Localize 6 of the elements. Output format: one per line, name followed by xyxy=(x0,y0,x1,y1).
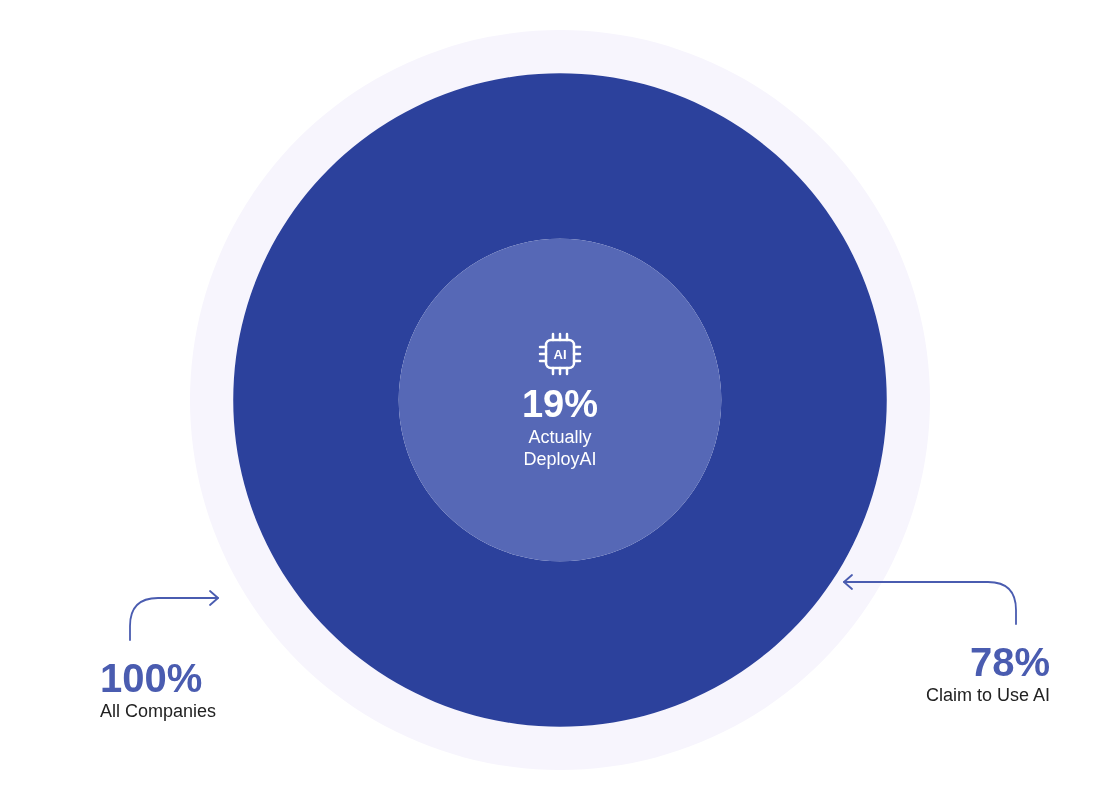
data-label: 19% xyxy=(520,382,600,426)
category-label: All Companies xyxy=(100,700,217,722)
data-label: 100% xyxy=(100,656,204,700)
category-label: Actually DeployAI xyxy=(522,426,598,470)
category-label: Claim to Use AI xyxy=(925,684,1050,706)
data-label: 78% xyxy=(968,640,1050,684)
